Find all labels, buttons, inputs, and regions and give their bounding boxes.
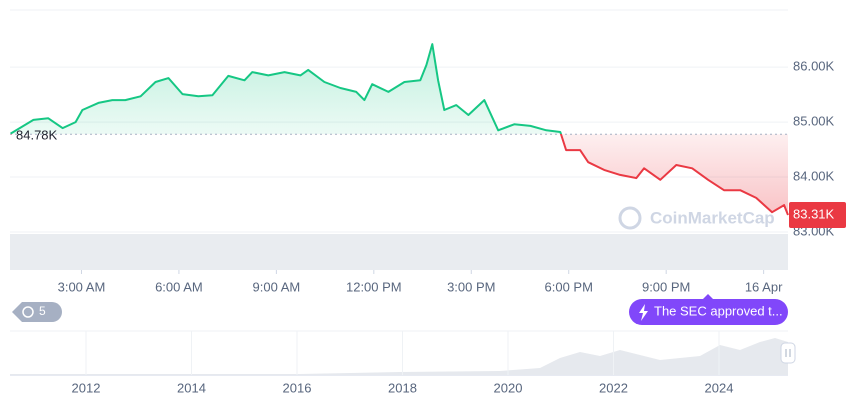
- watermark-text: CoinMarketCap: [650, 208, 775, 227]
- x-tick-label: 3:00 AM: [58, 279, 106, 294]
- baseline-label: 84.78K: [16, 128, 58, 143]
- x-tick-label: 9:00 AM: [253, 279, 301, 294]
- navigator-label: 2014: [177, 380, 206, 395]
- history-button[interactable]: 5: [12, 302, 62, 322]
- navigator-label: 2012: [72, 380, 101, 395]
- navigator-label: 2020: [494, 380, 523, 395]
- history-count: 5: [39, 304, 46, 318]
- navigator-label: 2016: [283, 380, 312, 395]
- navigator-label: 2024: [705, 380, 734, 395]
- x-tick-label: 12:00 PM: [346, 279, 402, 294]
- volume-band: [10, 234, 788, 270]
- x-tick-label: 3:00 PM: [447, 279, 495, 294]
- last-price-box: [789, 201, 846, 228]
- x-tick-label: 6:00 AM: [155, 279, 203, 294]
- x-tick-label: 9:00 PM: [642, 279, 690, 294]
- y-tick-label: 86.00K: [793, 59, 835, 74]
- x-tick-label: 16 Apr: [745, 279, 783, 294]
- last-price-label: 83.31K: [793, 206, 835, 221]
- news-text: The SEC approved t...: [654, 303, 783, 318]
- navigator-label: 2022: [599, 380, 628, 395]
- y-tick-label: 85.00K: [793, 114, 835, 129]
- news-pill[interactable]: The SEC approved t...: [629, 294, 788, 325]
- watermark: CoinMarketCap: [618, 206, 775, 230]
- area: [10, 44, 789, 215]
- x-tick-label: 6:00 PM: [545, 279, 593, 294]
- y-tick-label: 84.00K: [793, 168, 835, 183]
- price-line: [10, 43, 789, 216]
- plot: [10, 43, 789, 233]
- navigator: [10, 330, 796, 376]
- navigator-label: 2018: [388, 380, 417, 395]
